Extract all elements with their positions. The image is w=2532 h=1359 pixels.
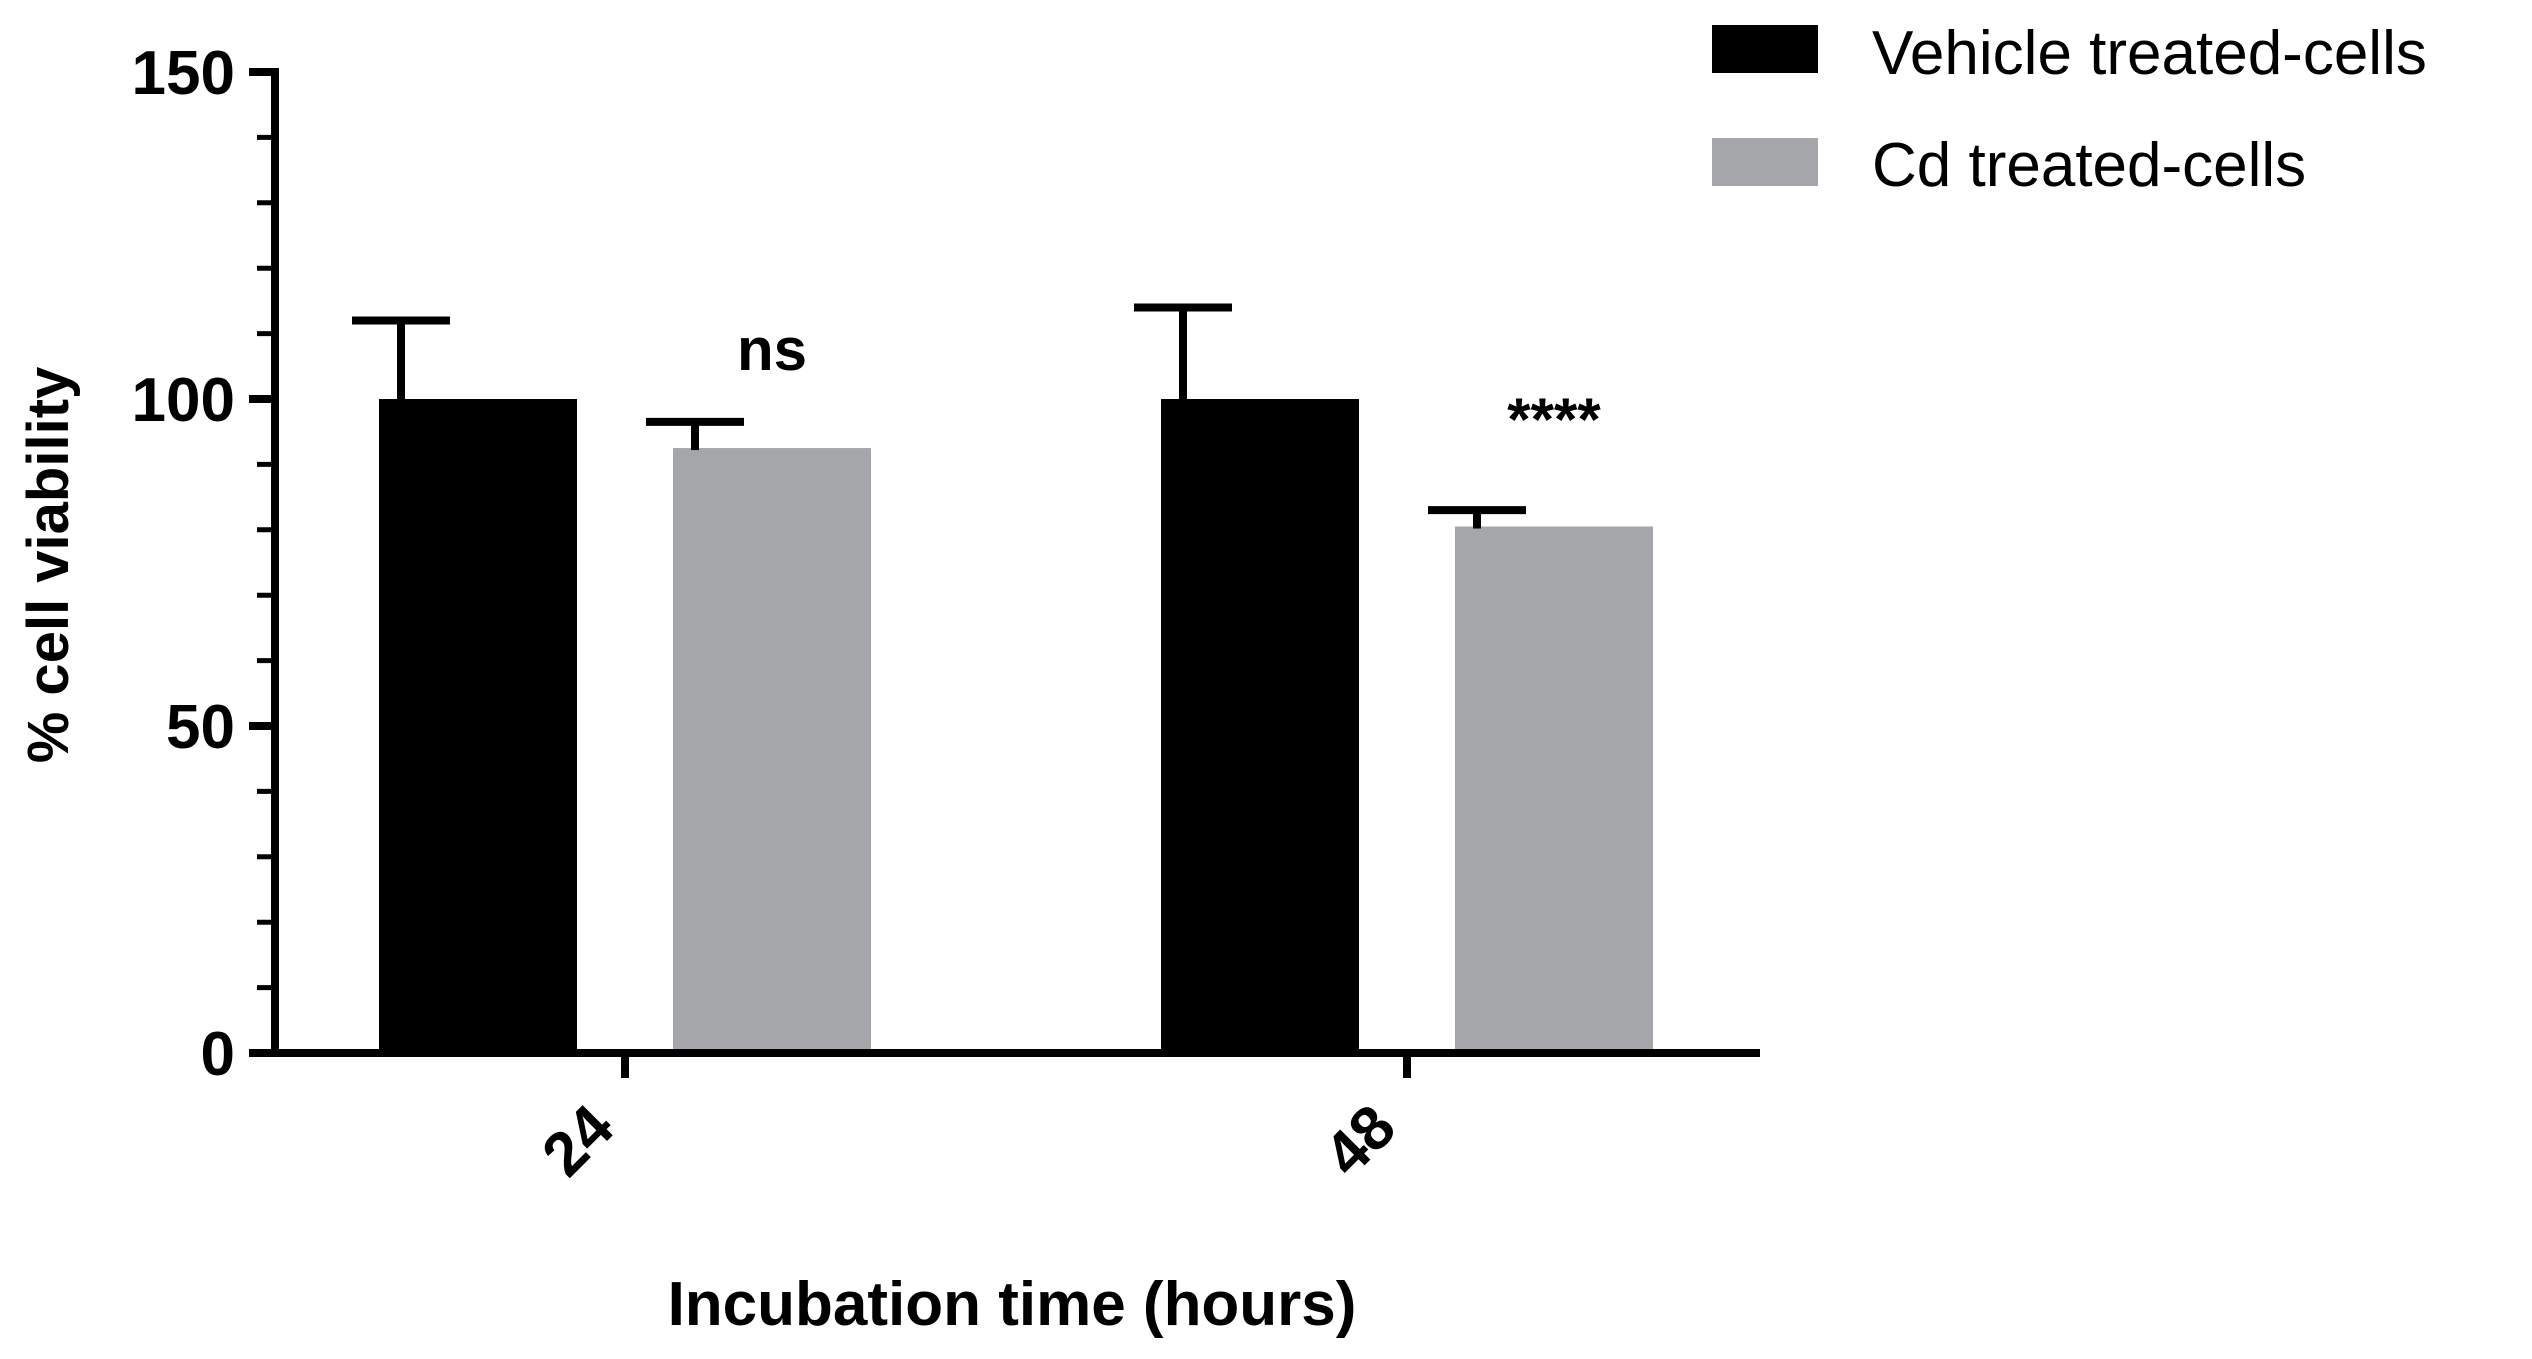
- y-tick-label: 100: [132, 366, 235, 435]
- legend-swatch-cd: [1712, 138, 1818, 186]
- significance-label-48: ****: [1507, 386, 1601, 453]
- bars-layer: [379, 399, 1653, 1053]
- y-axis-label: % cell viability: [16, 367, 81, 764]
- x-tick-label-24: 24: [529, 1092, 627, 1190]
- bar-cd-48: [1455, 526, 1653, 1053]
- legend-swatch-vehicle: [1712, 25, 1818, 73]
- x-axis-label: Incubation time (hours): [668, 1270, 1357, 1339]
- legend-label-cd: Cd treated-cells: [1872, 131, 2306, 200]
- legend-label-vehicle: Vehicle treated-cells: [1872, 19, 2427, 88]
- y-tick-label: 0: [201, 1020, 235, 1089]
- axes-layer: [271, 68, 1760, 1057]
- significance-label-24: ns: [737, 316, 807, 383]
- bar-cd-24: [673, 448, 871, 1053]
- annotations-layer: ns ****: [737, 316, 1601, 453]
- bar-vehicle-24: [379, 399, 577, 1053]
- bar-vehicle-48: [1161, 399, 1359, 1053]
- x-tick-label-48: 48: [1311, 1092, 1409, 1190]
- errorbars-layer: [352, 303, 1526, 529]
- legend: Vehicle treated-cells Cd treated-cells: [1712, 19, 2427, 200]
- y-tick-label: 150: [132, 39, 235, 108]
- y-tick-label: 50: [166, 693, 235, 762]
